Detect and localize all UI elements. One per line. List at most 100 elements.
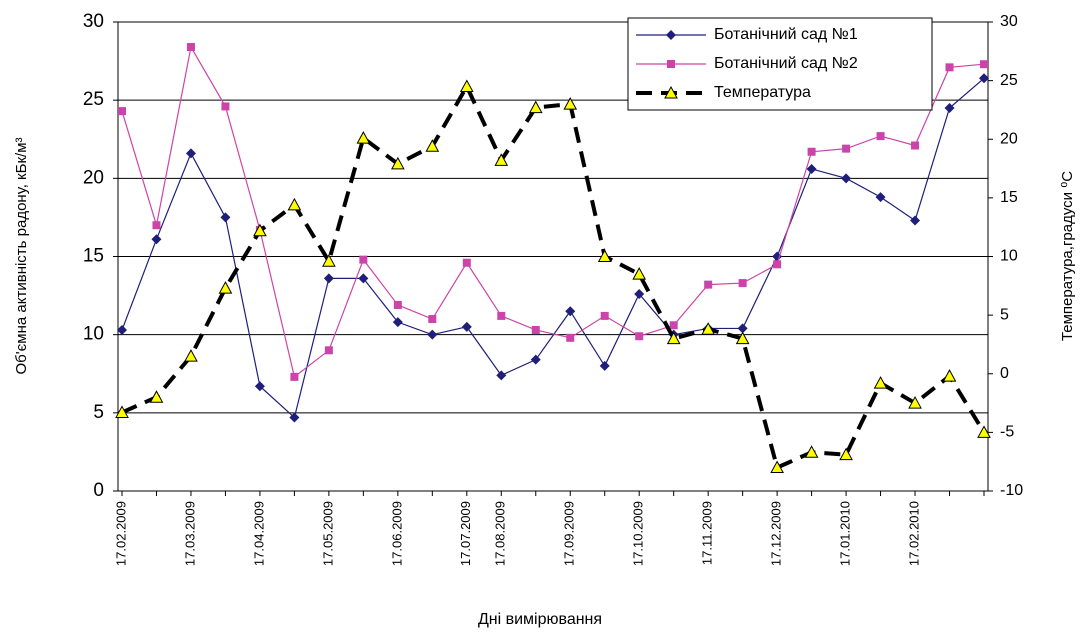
x-tick-label: 17.07.2009 [458,501,473,566]
marker [220,212,231,223]
marker [737,323,748,334]
marker [563,97,578,110]
marker [323,273,334,284]
marker [876,132,885,141]
marker [770,460,784,474]
marker [428,315,437,324]
legend-label: Ботанічний сад №1 [714,26,858,43]
y2-tick-label: -10 [1000,482,1023,499]
marker [600,311,609,320]
marker [701,322,716,335]
marker [669,321,678,330]
marker [184,349,198,362]
marker [977,425,991,438]
marker [944,102,955,113]
marker [839,447,853,461]
x-tick-label: 17.11.2009 [700,501,715,565]
marker [945,63,954,72]
x-tick-label: 17.02.2009 [113,501,128,566]
marker [185,148,196,159]
marker [118,107,126,116]
marker [425,139,440,152]
x-tick-label: 17.04.2009 [251,501,266,566]
x-tick-label: 17.01.2010 [838,501,853,566]
marker [152,221,161,230]
y2-tick-label: 5 [1000,306,1009,323]
marker [910,215,921,226]
marker [597,249,612,262]
marker [497,311,506,320]
marker [461,321,472,332]
x-tick-label: 17.12.2009 [769,501,784,566]
series-line [121,45,985,378]
marker [151,234,162,245]
marker [528,100,543,114]
marker [356,131,371,144]
y2-tick-label: 30 [1000,13,1018,30]
marker [738,279,747,288]
marker [566,333,575,342]
marker [634,289,645,300]
marker [254,381,265,392]
y-tick-label: 5 [93,402,104,423]
y-tick-label: 0 [93,480,104,501]
marker [494,153,509,166]
marker [218,281,233,294]
marker [735,331,750,345]
marker [393,300,402,309]
marker [221,102,230,111]
marker [667,60,675,68]
series-line [121,77,985,419]
marker [704,280,713,289]
y2-axis-label: Температура,градуси ⁰С [1059,171,1076,341]
marker [290,372,299,381]
x-axis-label: Дні вимірювання [478,611,602,628]
marker [358,273,369,284]
x-tick-label: 17.08.2009 [493,501,508,566]
y-tick-label: 20 [83,167,104,188]
y2-tick-label: -5 [1000,424,1014,441]
marker [908,396,922,409]
marker [117,324,127,335]
marker [459,79,474,92]
marker [322,254,336,267]
marker [462,258,471,267]
marker [773,260,782,269]
marker [979,73,989,84]
marker [115,405,129,418]
marker [666,331,681,345]
y2-tick-label: 20 [1000,130,1018,147]
legend-label: Ботанічний сад №2 [714,55,858,72]
marker [186,43,195,52]
series-line [121,82,986,471]
marker [427,329,438,340]
marker [666,30,676,40]
y-tick-label: 10 [83,324,104,345]
y2-tick-label: 25 [1000,72,1018,89]
marker [875,192,886,203]
marker [496,370,507,381]
marker [530,354,541,365]
y2-tick-label: 10 [1000,248,1018,265]
legend-label: Температура [714,84,811,101]
marker [287,197,302,211]
marker [806,163,817,174]
marker [980,60,988,69]
marker [289,412,300,423]
marker [873,376,888,389]
marker [911,141,920,150]
y-axis-label: Об'ємна активність радону, кБк/м³ [13,138,30,375]
marker [632,267,647,280]
x-tick-label: 17.10.2009 [631,501,646,566]
y-tick-label: 15 [83,246,104,267]
marker [359,255,368,264]
y-tick-label: 30 [83,11,104,32]
marker [324,346,333,355]
x-tick-label: 17.09.2009 [562,501,577,566]
marker [149,390,164,403]
y2-tick-label: 0 [1000,365,1009,382]
y-tick-label: 25 [83,89,104,110]
marker [565,306,576,317]
x-tick-label: 17.03.2009 [182,501,197,566]
